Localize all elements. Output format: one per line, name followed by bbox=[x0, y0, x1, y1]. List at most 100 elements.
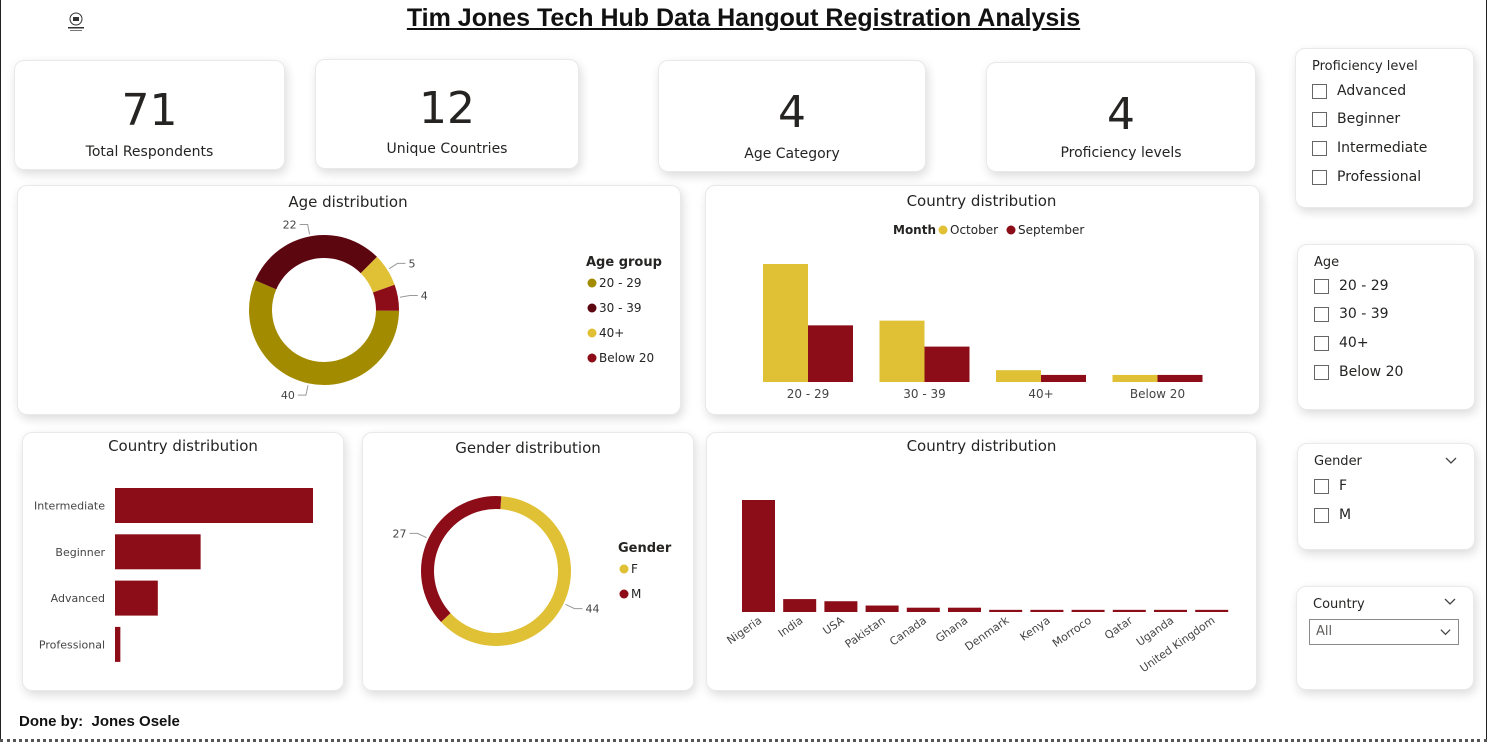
checkbox[interactable] bbox=[1314, 364, 1329, 380]
slicer-option-below-20[interactable]: Below 20 bbox=[1314, 362, 1403, 382]
slicer-option-20-29[interactable]: 20 - 29 bbox=[1314, 276, 1389, 296]
month-bar-visual[interactable]: Country distribution Month October Septem… bbox=[705, 185, 1260, 415]
bar-qatar[interactable] bbox=[1112, 609, 1146, 612]
option-label: 40+ bbox=[1339, 335, 1369, 351]
bar-advanced[interactable] bbox=[115, 580, 158, 616]
slicer-age[interactable]: Age 20 - 29 30 - 39 40+ Below 20 bbox=[1297, 244, 1475, 410]
kpi-label: Proficiency levels bbox=[1060, 145, 1182, 161]
bar-professional[interactable] bbox=[115, 626, 121, 662]
legend-marker bbox=[587, 353, 597, 363]
checkbox[interactable] bbox=[1312, 140, 1327, 156]
kpi-card-proficiency-levels[interactable]: 4 Proficiency levels bbox=[986, 62, 1256, 172]
x-tick-label: Kenya bbox=[1018, 614, 1053, 644]
donut-slice-f[interactable] bbox=[441, 496, 571, 646]
slicer-option-30-39[interactable]: 30 - 39 bbox=[1314, 304, 1389, 324]
donut-slice-40-[interactable] bbox=[360, 256, 395, 293]
x-tick-label: 20 - 29 bbox=[787, 387, 830, 401]
checkbox[interactable] bbox=[1312, 83, 1327, 99]
legend-marker bbox=[587, 303, 597, 313]
checkbox[interactable] bbox=[1314, 507, 1329, 523]
chevron-down-icon[interactable] bbox=[1439, 626, 1452, 639]
bar-october-3[interactable] bbox=[1112, 374, 1158, 382]
kpi-label: Unique Countries bbox=[386, 141, 508, 157]
slicer-option-beginner[interactable]: Beginner bbox=[1312, 109, 1400, 129]
legend-title: Gender bbox=[618, 541, 672, 556]
bar-usa[interactable] bbox=[824, 601, 858, 612]
bar-intermediate[interactable] bbox=[115, 488, 313, 523]
checkbox[interactable] bbox=[1312, 169, 1327, 185]
callout-line bbox=[299, 224, 311, 235]
y-tick-label: Intermediate bbox=[34, 500, 105, 513]
bar-october-0[interactable] bbox=[763, 264, 808, 382]
bar-ghana[interactable] bbox=[948, 607, 981, 612]
slicer-option-f[interactable]: F bbox=[1314, 476, 1347, 496]
bar-october-2[interactable] bbox=[996, 370, 1041, 382]
slicer-option-advanced[interactable]: Advanced bbox=[1312, 81, 1406, 101]
x-tick-label: India bbox=[776, 614, 806, 640]
donut-slice-m[interactable] bbox=[421, 496, 502, 623]
x-tick-label: Pakistan bbox=[843, 614, 888, 651]
slicer-option-professional[interactable]: Professional bbox=[1312, 167, 1421, 187]
checkbox[interactable] bbox=[1312, 111, 1327, 127]
slicer-title: Proficiency level bbox=[1312, 59, 1418, 74]
bar-september-1[interactable] bbox=[924, 346, 970, 382]
bar-canada[interactable] bbox=[906, 607, 940, 612]
slicer-title: Country bbox=[1313, 597, 1365, 612]
callout-line bbox=[388, 262, 406, 270]
checkbox[interactable] bbox=[1314, 306, 1329, 322]
checkbox[interactable] bbox=[1314, 278, 1329, 294]
bar-pakistan[interactable] bbox=[865, 605, 899, 612]
bar-september-0[interactable] bbox=[808, 325, 853, 382]
bar-denmark[interactable] bbox=[989, 609, 1023, 612]
age-distribution-visual[interactable]: Age distribution 40 22 5 4 Age group 20 - 2… bbox=[17, 185, 681, 415]
slicer-option-40-plus[interactable]: 40+ bbox=[1314, 333, 1369, 353]
slicer-gender[interactable]: Gender F M bbox=[1297, 443, 1475, 550]
callout-line bbox=[565, 603, 583, 610]
proficiency-horizontal-bar-chart[interactable]: Intermediate Beginner Advanced Professional bbox=[23, 433, 345, 692]
data-label: 27 bbox=[393, 527, 407, 540]
bar-united-kingdom[interactable] bbox=[1195, 609, 1229, 612]
chevron-down-icon[interactable] bbox=[1443, 595, 1457, 609]
tim-jones-logo-icon bbox=[68, 12, 84, 31]
kpi-card-age-category[interactable]: 4 Age Category bbox=[658, 60, 926, 172]
slicer-country[interactable]: Country All bbox=[1296, 586, 1474, 690]
checkbox[interactable] bbox=[1314, 335, 1329, 351]
bar-beginner[interactable] bbox=[115, 534, 201, 570]
bar-september-2[interactable] bbox=[1041, 374, 1086, 382]
bar-september-3[interactable] bbox=[1157, 374, 1203, 382]
bar-uganda[interactable] bbox=[1154, 609, 1187, 612]
slicer-title: Age bbox=[1314, 255, 1340, 270]
month-grouped-bar-chart[interactable]: Month October September 20 - 29 30 - 39 40+… bbox=[706, 186, 1261, 416]
visual-title: Country distribution bbox=[108, 437, 258, 455]
kpi-card-total-respondents[interactable]: 71 Total Respondents bbox=[14, 60, 285, 170]
gender-donut-chart[interactable]: 44 27 Gender FM bbox=[363, 433, 695, 692]
age-donut-chart[interactable]: 40 22 5 4 Age group 20 - 29 30 - 39 40+ Below … bbox=[18, 186, 682, 416]
bar-october-1[interactable] bbox=[879, 320, 925, 382]
bar-india[interactable] bbox=[783, 599, 817, 612]
proficiency-bar-visual[interactable]: Country distribution Intermediate Beginne… bbox=[22, 432, 344, 691]
x-tick-label: United Kingdom bbox=[1138, 614, 1218, 675]
donut-slice-30-39[interactable] bbox=[255, 235, 377, 290]
callout-line bbox=[399, 295, 418, 298]
dropdown-value: All bbox=[1316, 624, 1333, 639]
country-dropdown[interactable]: All bbox=[1309, 619, 1459, 645]
slicer-option-intermediate[interactable]: Intermediate bbox=[1312, 138, 1427, 158]
bar-morroco[interactable] bbox=[1071, 609, 1105, 612]
legend-label: M bbox=[631, 587, 641, 601]
bar-nigeria[interactable] bbox=[742, 500, 775, 612]
data-label: 4 bbox=[421, 290, 428, 303]
slicer-proficiency[interactable]: Proficiency level Advanced Beginner Inte… bbox=[1295, 48, 1474, 208]
chevron-down-icon[interactable] bbox=[1444, 454, 1458, 468]
x-tick-label: 40+ bbox=[1028, 387, 1053, 401]
kpi-card-unique-countries[interactable]: 12 Unique Countries bbox=[315, 59, 579, 169]
donut-slice-20-29[interactable] bbox=[249, 280, 399, 385]
country-bar-visual[interactable]: Country distribution Nigeria India USA Paki… bbox=[706, 432, 1257, 691]
legend-title: Age group bbox=[586, 255, 662, 270]
donut-slice-below-20[interactable] bbox=[372, 284, 400, 311]
slicer-option-m[interactable]: M bbox=[1314, 505, 1351, 525]
checkbox[interactable] bbox=[1314, 478, 1329, 494]
y-tick-label: Advanced bbox=[51, 592, 105, 605]
bar-kenya[interactable] bbox=[1030, 609, 1064, 612]
